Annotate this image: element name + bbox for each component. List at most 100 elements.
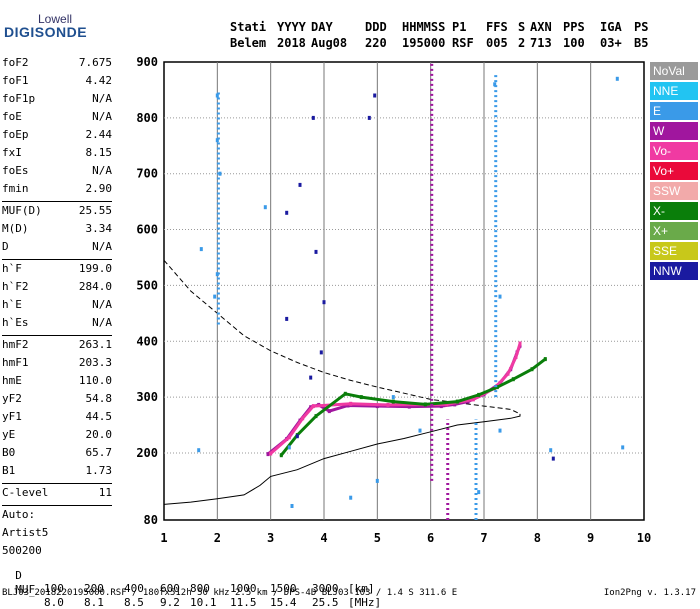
legend-item-e: E xyxy=(650,102,698,120)
x-tick-label: 3 xyxy=(267,531,274,545)
param-row: h`F 199.0 xyxy=(2,262,112,280)
x-tick-label: 6 xyxy=(427,531,434,545)
param-name: 500200 xyxy=(2,544,42,557)
param-row: hmE 110.0 xyxy=(2,374,112,392)
footer-file-info: BLJ03_2018220195000.RSF / 180fx512h 50 k… xyxy=(2,588,458,598)
plot-frame xyxy=(163,61,645,521)
param-name: h`F xyxy=(2,262,22,275)
point-e xyxy=(215,138,219,143)
params-separator xyxy=(2,505,112,506)
header-value-0: Belem xyxy=(230,36,267,50)
param-row: h`F2 284.0 xyxy=(2,280,112,298)
param-value: 44.5 xyxy=(85,410,113,423)
param-row: yF1 44.5 xyxy=(2,410,112,428)
param-row: foF2 7.675 xyxy=(2,56,112,74)
muf-cell: 3000 xyxy=(312,582,339,595)
param-name: foF1p xyxy=(2,92,36,105)
curve-true-height-profile xyxy=(163,413,521,505)
point-e xyxy=(290,504,294,508)
param-row: foEs N/A xyxy=(2,164,112,182)
legend-item-sse: SSE xyxy=(650,242,698,260)
param-name: foF2 xyxy=(2,56,29,69)
param-name: hmF1 xyxy=(2,356,29,369)
point-vo xyxy=(386,402,390,407)
point-e xyxy=(263,205,267,210)
point-e xyxy=(218,171,222,176)
y-tick-label: 80 xyxy=(144,513,158,527)
point-e xyxy=(621,445,625,450)
muf-unit: [km] xyxy=(348,582,375,595)
param-row: yE 20.0 xyxy=(2,428,112,446)
param-name: M(D) xyxy=(2,222,29,235)
header-label-9: PPS xyxy=(563,20,585,34)
param-name: foEs xyxy=(2,164,29,177)
y-tick-label: 500 xyxy=(136,278,158,292)
header-value-2: Aug08 xyxy=(311,36,348,50)
point-e xyxy=(498,428,502,433)
header-label-10: IGA xyxy=(600,20,622,34)
point-x xyxy=(477,392,481,397)
muf-cell: 400 xyxy=(124,582,144,595)
point-e xyxy=(213,294,217,299)
legend-item-ssw: SSW xyxy=(650,182,698,200)
param-value: 284.0 xyxy=(78,280,112,293)
point-x xyxy=(279,453,283,458)
point-vo xyxy=(445,402,449,407)
y-tick-label: 300 xyxy=(136,390,158,404)
point-nnw xyxy=(298,182,302,187)
param-name: h`E xyxy=(2,298,22,311)
param-name: B0 xyxy=(2,446,16,459)
point-e xyxy=(349,495,353,500)
point-e xyxy=(375,478,379,483)
point-e xyxy=(418,428,422,433)
param-row: B1 1.73 xyxy=(2,464,112,482)
param-row: B0 65.7 xyxy=(2,446,112,464)
param-name: fmin xyxy=(2,182,29,195)
legend-item-w: W xyxy=(650,122,698,140)
point-e xyxy=(498,294,502,299)
point-w xyxy=(266,452,270,457)
header-value-3: 220 xyxy=(365,36,387,50)
header-label-1: YYYY xyxy=(277,20,306,34)
point-e xyxy=(199,247,203,252)
point-vo xyxy=(287,435,291,440)
point-w xyxy=(346,403,350,408)
point-nnw xyxy=(319,350,323,355)
x-tick-label: 10 xyxy=(637,531,651,545)
point-e xyxy=(287,445,291,450)
header-value-4: 195000 xyxy=(402,36,446,50)
param-value: 65.7 xyxy=(85,446,113,459)
legend-item-noval: NoVal xyxy=(650,62,698,80)
x-tick-label: 5 xyxy=(374,531,381,545)
param-value: 3.34 xyxy=(85,222,113,235)
params-separator xyxy=(2,201,112,202)
trace-vo xyxy=(269,342,522,455)
point-vo xyxy=(301,416,305,421)
point-nnw xyxy=(309,375,313,380)
param-row: C-level 11 xyxy=(2,486,112,504)
point-x xyxy=(455,399,459,404)
param-value: 4.42 xyxy=(85,74,113,87)
header-value-7: 2 xyxy=(518,36,526,50)
header-value-6: 005 xyxy=(486,36,508,50)
param-row: 500200 xyxy=(2,544,112,562)
param-row: MUF(D) 25.55 xyxy=(2,204,112,222)
param-value: 2.44 xyxy=(85,128,113,141)
param-row: D N/A xyxy=(2,240,112,258)
param-name: yF2 xyxy=(2,392,22,405)
point-w xyxy=(327,409,331,414)
header-label-2: DAY xyxy=(311,20,333,34)
point-nnw xyxy=(322,300,326,305)
point-e xyxy=(549,448,553,453)
muf-cell: 600 xyxy=(160,582,180,595)
param-row: Auto: xyxy=(2,508,112,526)
header-value-1: 2018 xyxy=(277,36,306,50)
point-x xyxy=(314,414,318,419)
param-value: 20.0 xyxy=(85,428,113,441)
point-x xyxy=(511,377,515,382)
point-nnw xyxy=(314,249,318,254)
polarization-legend: NoVal NNE E W Vo- Vo+ SSW X- X+ SSE NNW xyxy=(650,62,698,282)
point-vo xyxy=(514,354,518,359)
param-value: 54.8 xyxy=(85,392,113,405)
muf-table-row1: D 100 200 400 600 800 1000 1500 3000 [km] xyxy=(2,556,374,595)
